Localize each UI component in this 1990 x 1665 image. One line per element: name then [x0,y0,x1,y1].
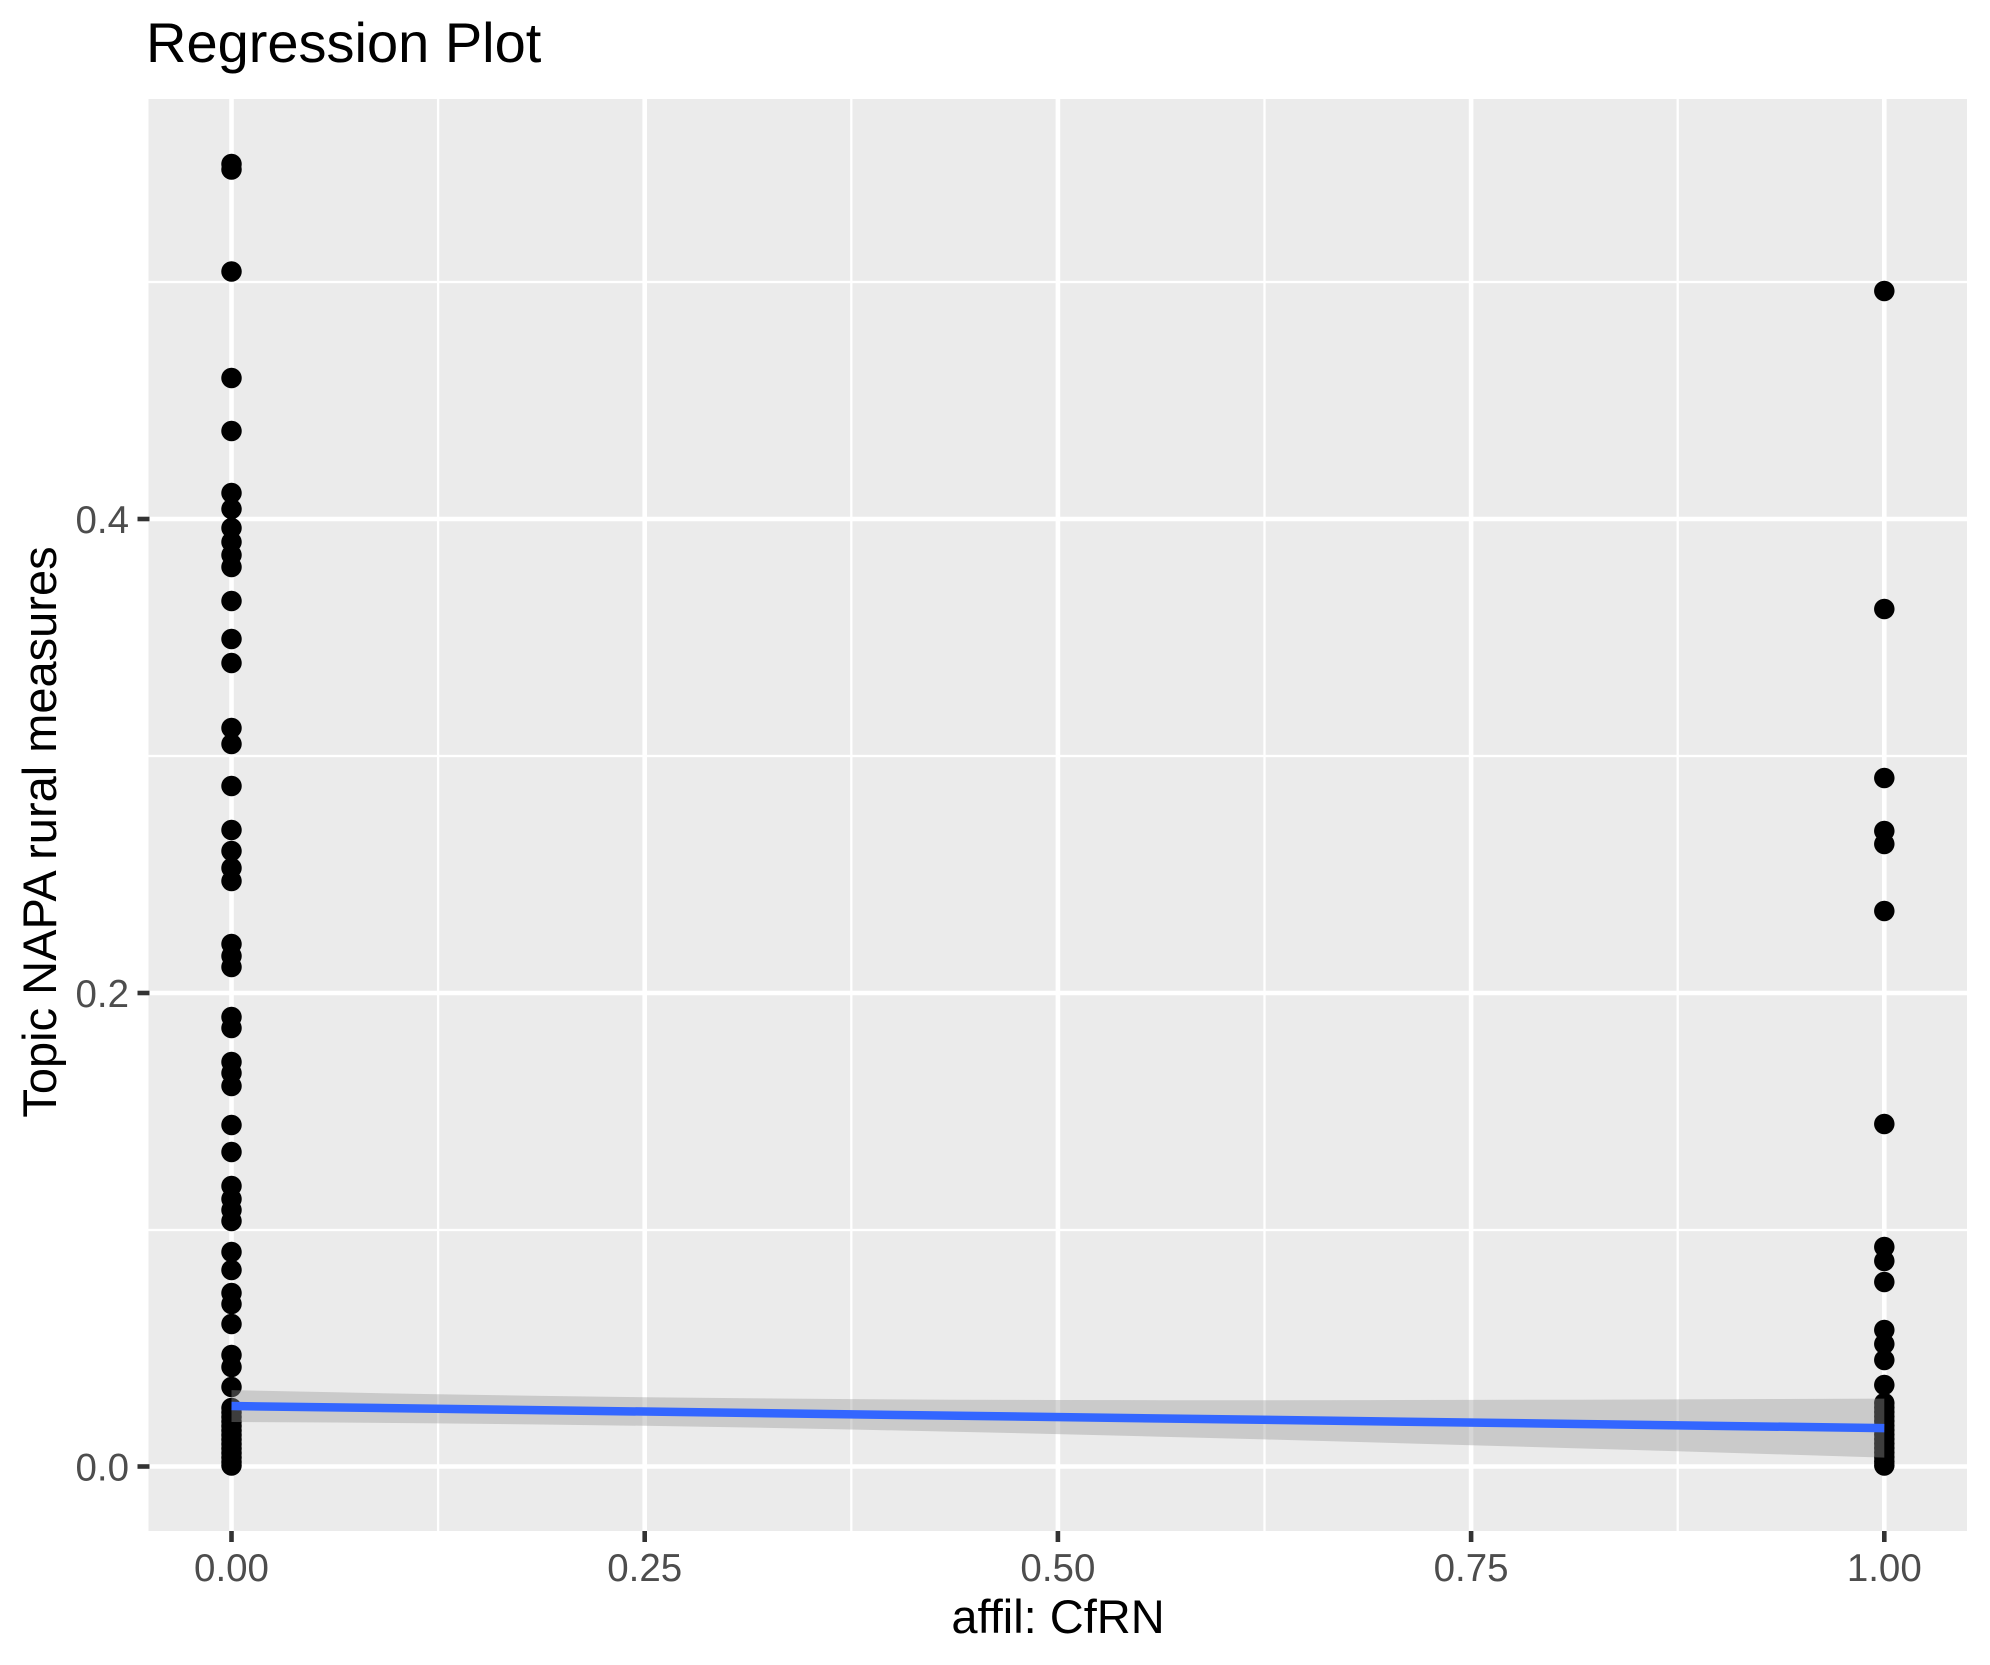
svg-text:affil: CfRN: affil: CfRN [951,1590,1164,1643]
svg-text:Topic NAPA rural measures: Topic NAPA rural measures [13,546,66,1117]
svg-text:0.50: 0.50 [1020,1547,1095,1590]
svg-text:0.25: 0.25 [607,1547,682,1590]
svg-text:1.00: 1.00 [1847,1547,1922,1590]
svg-text:0.00: 0.00 [194,1547,269,1590]
svg-text:Regression Plot: Regression Plot [146,11,542,74]
svg-text:0.2: 0.2 [75,973,129,1016]
svg-text:0.75: 0.75 [1434,1547,1509,1590]
svg-text:0.0: 0.0 [75,1447,129,1490]
svg-text:0.4: 0.4 [75,499,129,542]
